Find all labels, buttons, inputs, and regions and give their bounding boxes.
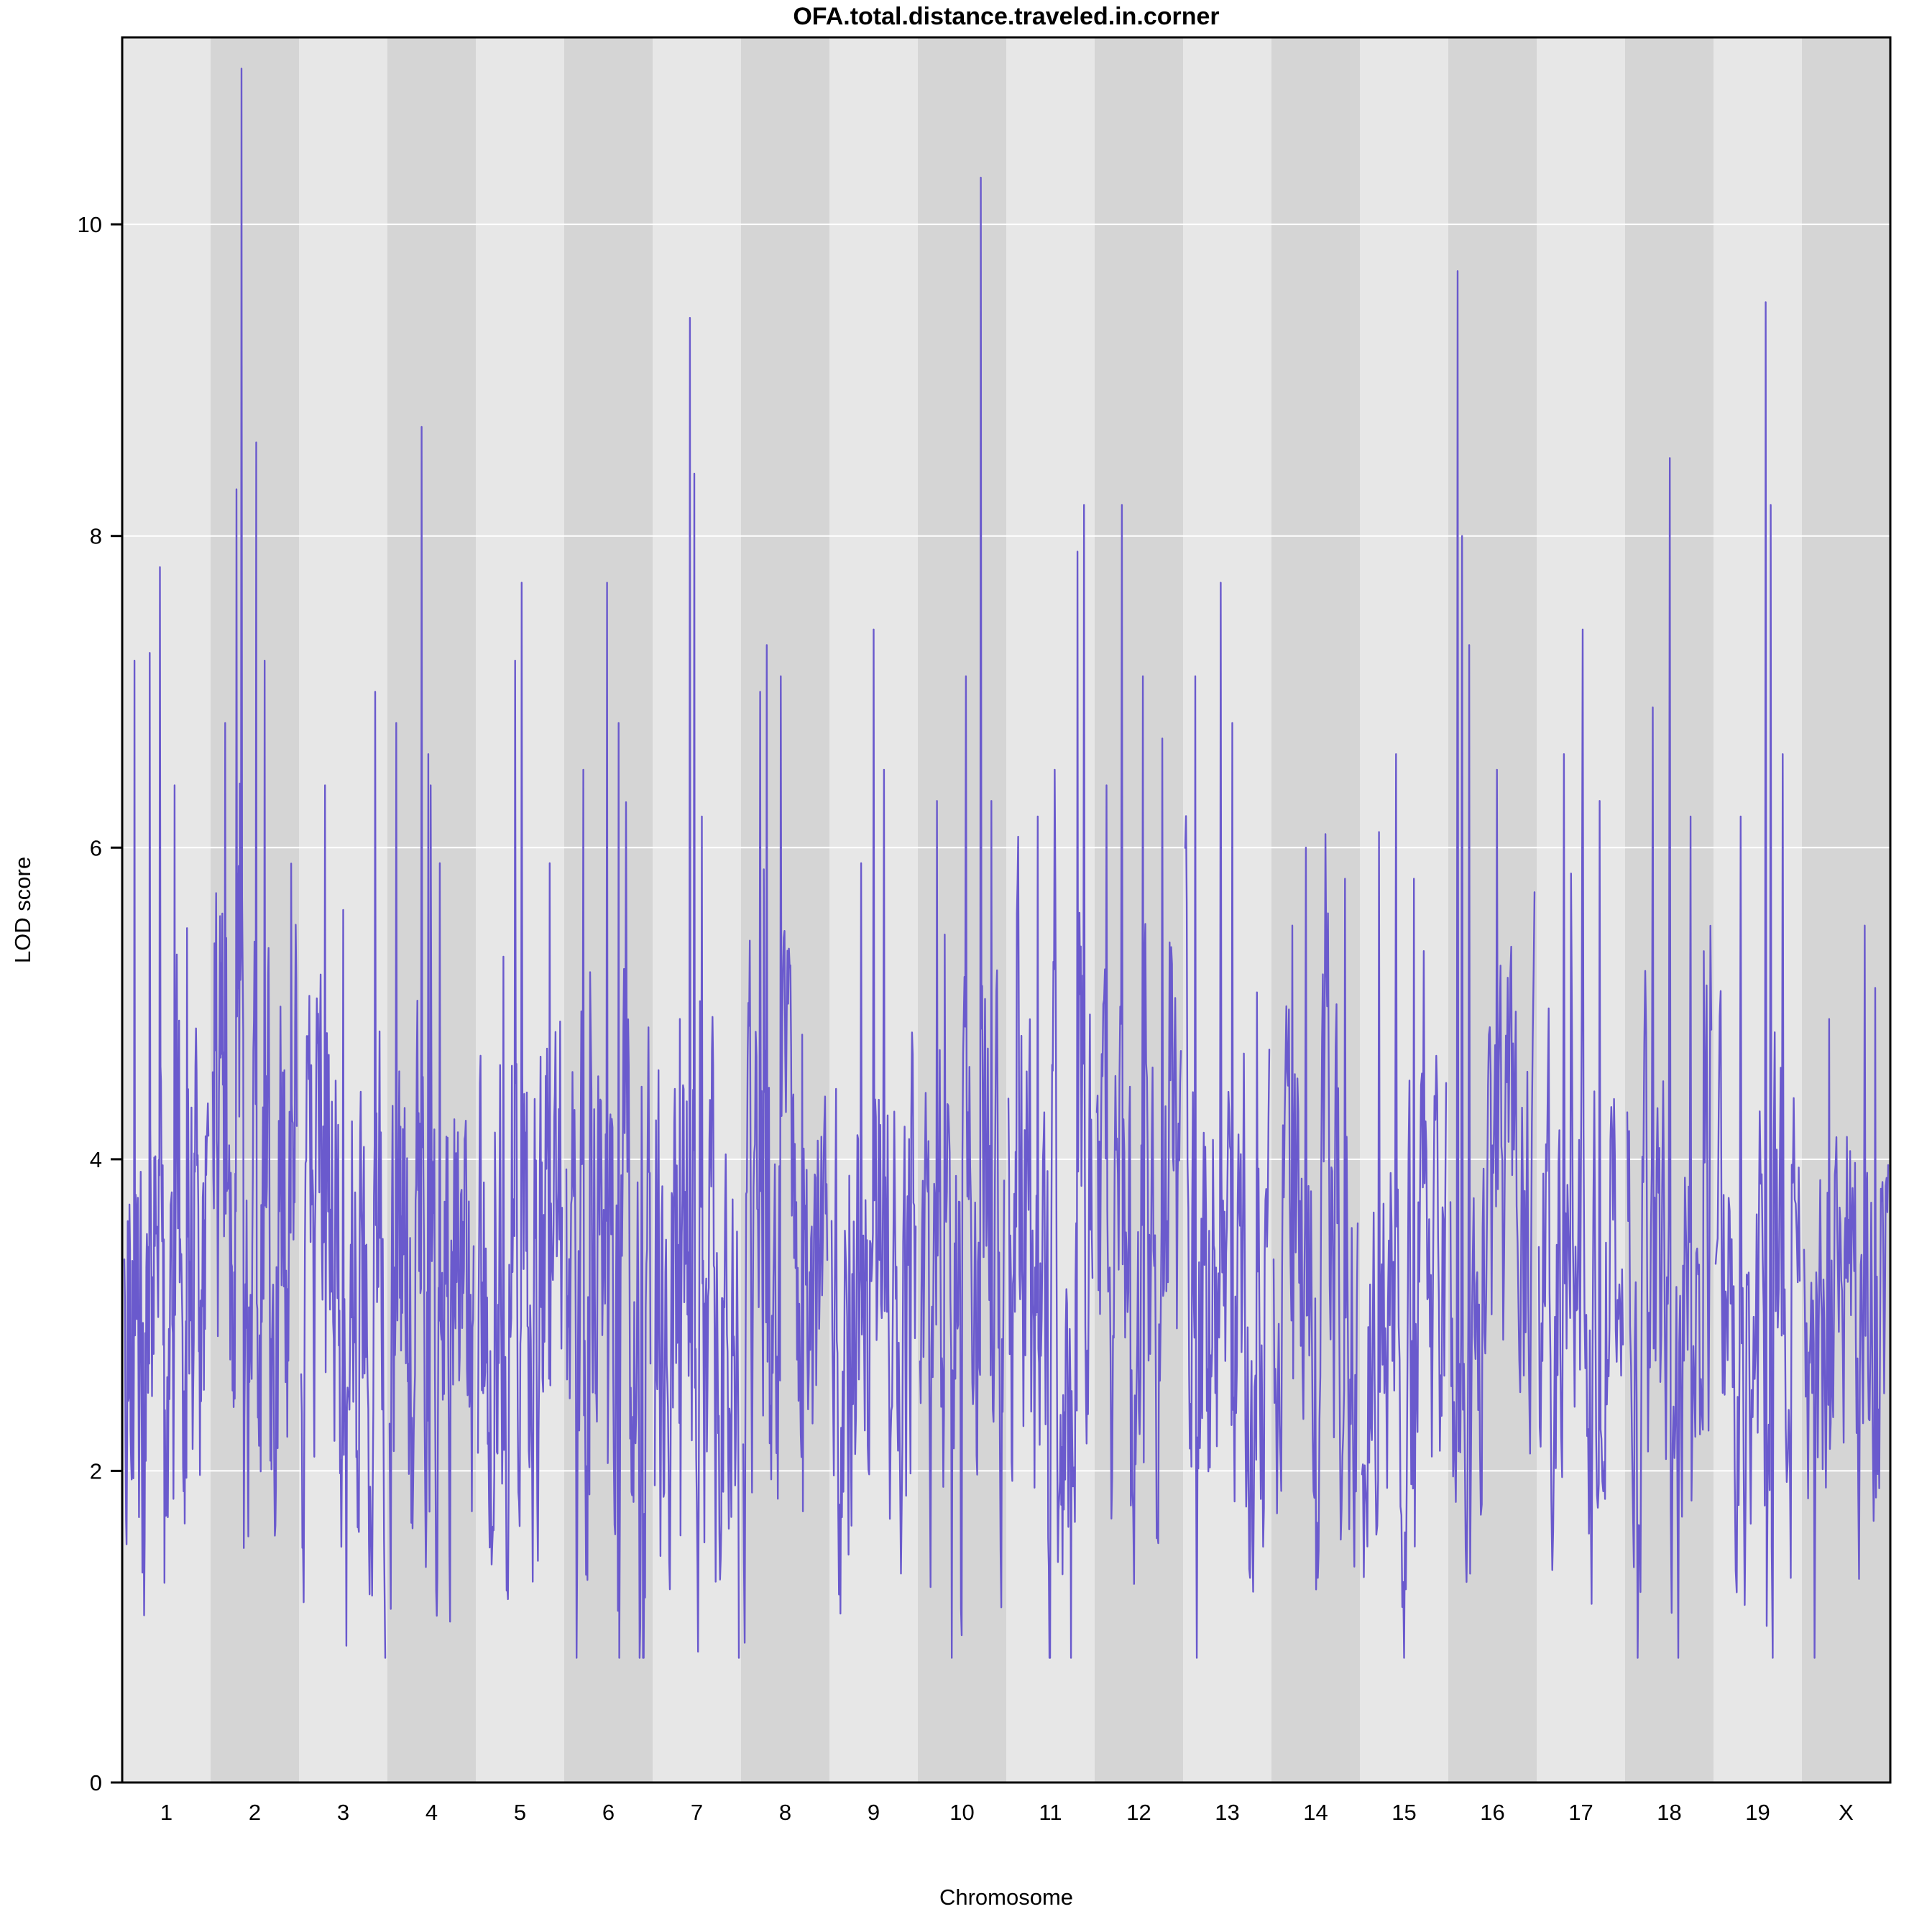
- x-tick-label-chr-12: 12: [1126, 1800, 1151, 1825]
- x-tick-label-chr-11: 11: [1039, 1800, 1062, 1825]
- x-tick-label-chr-10: 10: [949, 1800, 974, 1825]
- x-tick-label-chr-8: 8: [779, 1800, 791, 1825]
- chromosome-band-19: [1714, 37, 1802, 1782]
- chromosome-band-15: [1360, 37, 1448, 1782]
- lod-trace-chr-1: [123, 566, 210, 1616]
- x-tick-label-chr-3: 3: [337, 1800, 349, 1825]
- y-tick-label-4: 4: [90, 1147, 102, 1172]
- x-tick-label-chr-18: 18: [1657, 1800, 1681, 1825]
- chromosome-band-17: [1537, 37, 1625, 1782]
- lod-trace-chr-2: [211, 68, 298, 1549]
- x-tick-label-chr-1: 1: [160, 1800, 172, 1825]
- x-tick-label-chr-14: 14: [1303, 1800, 1328, 1825]
- lod-trace-chr-17: [1537, 628, 1624, 1605]
- lod-trace-chr-13: [1184, 581, 1271, 1659]
- x-tick-label-chr-15: 15: [1392, 1800, 1416, 1825]
- lod-trace-chr-7: [653, 317, 740, 1659]
- chromosome-bands: [122, 37, 1890, 1782]
- lod-trace-chr-4: [388, 426, 475, 1623]
- lod-trace-chr-18: [1626, 457, 1713, 1659]
- lod-trace-chr-9: [830, 628, 917, 1615]
- x-tick-label-chr-6: 6: [602, 1800, 615, 1825]
- lod-trace-chr-12: [1095, 504, 1182, 1585]
- chromosome-band-8: [741, 37, 829, 1782]
- y-tick-label-2: 2: [90, 1458, 102, 1484]
- plot-title: OFA.total.distance.traveled.in.corner: [793, 3, 1219, 30]
- x-tick-label-chr-4: 4: [426, 1800, 438, 1825]
- y-axis: 0 2 4 6 8 10: [78, 212, 122, 1795]
- chromosome-band-2: [211, 37, 299, 1782]
- y-tick-label-8: 8: [90, 524, 102, 549]
- lod-trace-chr-5: [477, 581, 564, 1601]
- lod-trace-chr-19: [1714, 301, 1801, 1659]
- x-axis: 1 2 3 4 5 6 7 8 9 10 11 12 13 14 15 16 17 18 19 X: [160, 1800, 1854, 1825]
- lod-trace-chr-14: [1272, 833, 1359, 1591]
- x-tick-label-chr-X: X: [1839, 1800, 1854, 1825]
- gridlines: [122, 224, 1890, 1472]
- x-tick-label-chr-5: 5: [514, 1800, 526, 1825]
- lod-trace-chr-15: [1361, 753, 1448, 1659]
- lod-trace-chr-16: [1449, 270, 1536, 1583]
- y-tick-label-10: 10: [78, 212, 102, 237]
- x-tick-label-chr-19: 19: [1745, 1800, 1770, 1825]
- lod-trace-chr-3: [300, 691, 387, 1659]
- lod-trace-chr-8: [742, 644, 829, 1644]
- chromosome-band-6: [564, 37, 653, 1782]
- x-tick-label-chr-17: 17: [1568, 1800, 1593, 1825]
- x-tick-label-chr-9: 9: [868, 1800, 880, 1825]
- x-tick-label-chr-2: 2: [249, 1800, 261, 1825]
- x-tick-label-chr-16: 16: [1480, 1800, 1504, 1825]
- x-tick-label-chr-7: 7: [691, 1800, 703, 1825]
- lod-trace-chr-6: [565, 581, 652, 1659]
- x-tick-label-chr-13: 13: [1215, 1800, 1239, 1825]
- lod-trace-chr-X: [1803, 924, 1890, 1659]
- y-tick-label-0: 0: [90, 1770, 102, 1795]
- lod-trace-chr-11: [1007, 504, 1094, 1659]
- y-tick-label-6: 6: [90, 835, 102, 860]
- x-axis-label: Chromosome: [939, 1885, 1073, 1910]
- plot-border: [121, 36, 1892, 1784]
- y-axis-label: LOD score: [10, 857, 35, 963]
- lod-trace-chr-10: [919, 176, 1006, 1659]
- lod-traces: [123, 68, 1890, 1659]
- chromosome-band-12: [1095, 37, 1183, 1782]
